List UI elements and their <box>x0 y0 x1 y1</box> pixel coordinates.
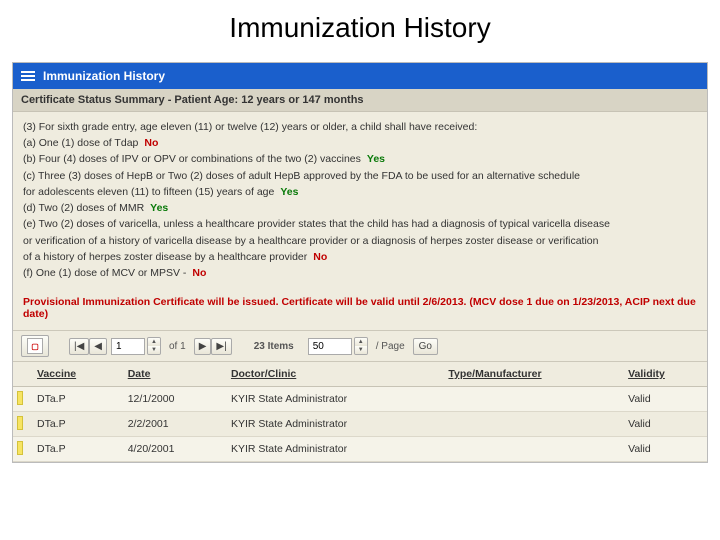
cell-validity: Valid <box>620 412 707 437</box>
row-marker-icon <box>17 441 23 455</box>
provisional-notice: Provisional Immunization Certificate wil… <box>13 290 707 330</box>
page-step-up[interactable]: ▲ <box>148 338 160 346</box>
per-page-stepper: ▲ ▼ <box>354 337 368 355</box>
cell-type <box>440 412 620 437</box>
go-button[interactable]: Go <box>413 338 438 355</box>
menu-icon[interactable] <box>21 71 35 81</box>
table-row[interactable]: DTa.P 4/20/2001 KYIR State Administrator… <box>13 437 707 462</box>
items-count-label: 23 Items <box>254 341 294 352</box>
grid-toolbar: ▢ |◀ ◀ ▲ ▼ of 1 ▶ ▶| 23 Items ▲ ▼ / Page… <box>13 330 707 362</box>
col-doctor[interactable]: Doctor/Clinic <box>223 362 440 387</box>
req-line-e-cont2: of a history of herpes zoster disease by… <box>23 250 697 265</box>
req-line-e: (e) Two (2) doses of varicella, unless a… <box>23 217 697 232</box>
row-marker-icon <box>17 391 23 405</box>
req-line-3: (3) For sixth grade entry, age eleven (1… <box>23 120 697 135</box>
per-page-step-up[interactable]: ▲ <box>355 338 367 346</box>
per-page-input[interactable] <box>308 338 352 355</box>
cell-validity: Valid <box>620 437 707 462</box>
cell-type <box>440 387 620 412</box>
cell-doctor: KYIR State Administrator <box>223 412 440 437</box>
cell-doctor: KYIR State Administrator <box>223 437 440 462</box>
page-step-down[interactable]: ▼ <box>148 346 160 354</box>
app-window: Immunization History Certificate Status … <box>12 62 708 463</box>
table-row[interactable]: DTa.P 12/1/2000 KYIR State Administrator… <box>13 387 707 412</box>
cell-validity: Valid <box>620 387 707 412</box>
answer-yes: Yes <box>280 186 298 198</box>
table-row[interactable]: DTa.P 2/2/2001 KYIR State Administrator … <box>13 412 707 437</box>
export-pdf-button[interactable]: ▢ <box>21 335 49 357</box>
col-type[interactable]: Type/Manufacturer <box>440 362 620 387</box>
req-line-e-cont1: or verification of a history of varicell… <box>23 234 697 249</box>
cell-doctor: KYIR State Administrator <box>223 387 440 412</box>
col-validity[interactable]: Validity <box>620 362 707 387</box>
requirements-block: (3) For sixth grade entry, age eleven (1… <box>13 112 707 290</box>
immunization-table: Vaccine Date Doctor/Clinic Type/Manufact… <box>13 362 707 462</box>
req-line-a: (a) One (1) dose of TdapNo <box>23 136 697 151</box>
req-line-c-cont: for adolescents eleven (11) to fifteen (… <box>23 185 697 200</box>
answer-no: No <box>313 251 327 263</box>
page-number-input[interactable] <box>111 338 145 355</box>
col-vaccine[interactable]: Vaccine <box>29 362 120 387</box>
col-mark <box>13 362 29 387</box>
cell-type <box>440 437 620 462</box>
cell-vaccine: DTa.P <box>29 437 120 462</box>
req-line-c: (c) Three (3) doses of HepB or Two (2) d… <box>23 169 697 184</box>
last-page-button[interactable]: ▶| <box>211 338 231 355</box>
slide-title: Immunization History <box>0 0 720 62</box>
cell-date: 2/2/2001 <box>120 412 223 437</box>
req-line-b: (b) Four (4) doses of IPV or OPV or comb… <box>23 152 697 167</box>
summary-bar: Certificate Status Summary - Patient Age… <box>13 89 707 112</box>
pdf-icon: ▢ <box>27 338 43 354</box>
answer-no: No <box>192 267 206 279</box>
per-page-step-down[interactable]: ▼ <box>355 346 367 354</box>
cell-vaccine: DTa.P <box>29 412 120 437</box>
cell-date: 12/1/2000 <box>120 387 223 412</box>
answer-no: No <box>144 137 158 149</box>
per-page-label: / Page <box>376 341 405 352</box>
col-date[interactable]: Date <box>120 362 223 387</box>
cell-date: 4/20/2001 <box>120 437 223 462</box>
window-title: Immunization History <box>43 69 165 83</box>
prev-page-button[interactable]: ◀ <box>89 338 107 355</box>
cell-vaccine: DTa.P <box>29 387 120 412</box>
pager-first-prev: |◀ ◀ <box>69 338 107 355</box>
page-of-label: of 1 <box>169 341 186 352</box>
table-header-row: Vaccine Date Doctor/Clinic Type/Manufact… <box>13 362 707 387</box>
pager-next-last: ▶ ▶| <box>194 338 232 355</box>
req-line-f: (f) One (1) dose of MCV or MPSV -No <box>23 266 697 281</box>
window-header: Immunization History <box>13 63 707 89</box>
answer-yes: Yes <box>367 153 385 165</box>
first-page-button[interactable]: |◀ <box>69 338 89 355</box>
req-line-d: (d) Two (2) doses of MMRYes <box>23 201 697 216</box>
next-page-button[interactable]: ▶ <box>194 338 212 355</box>
answer-yes: Yes <box>150 202 168 214</box>
page-stepper: ▲ ▼ <box>147 337 161 355</box>
row-marker-icon <box>17 416 23 430</box>
